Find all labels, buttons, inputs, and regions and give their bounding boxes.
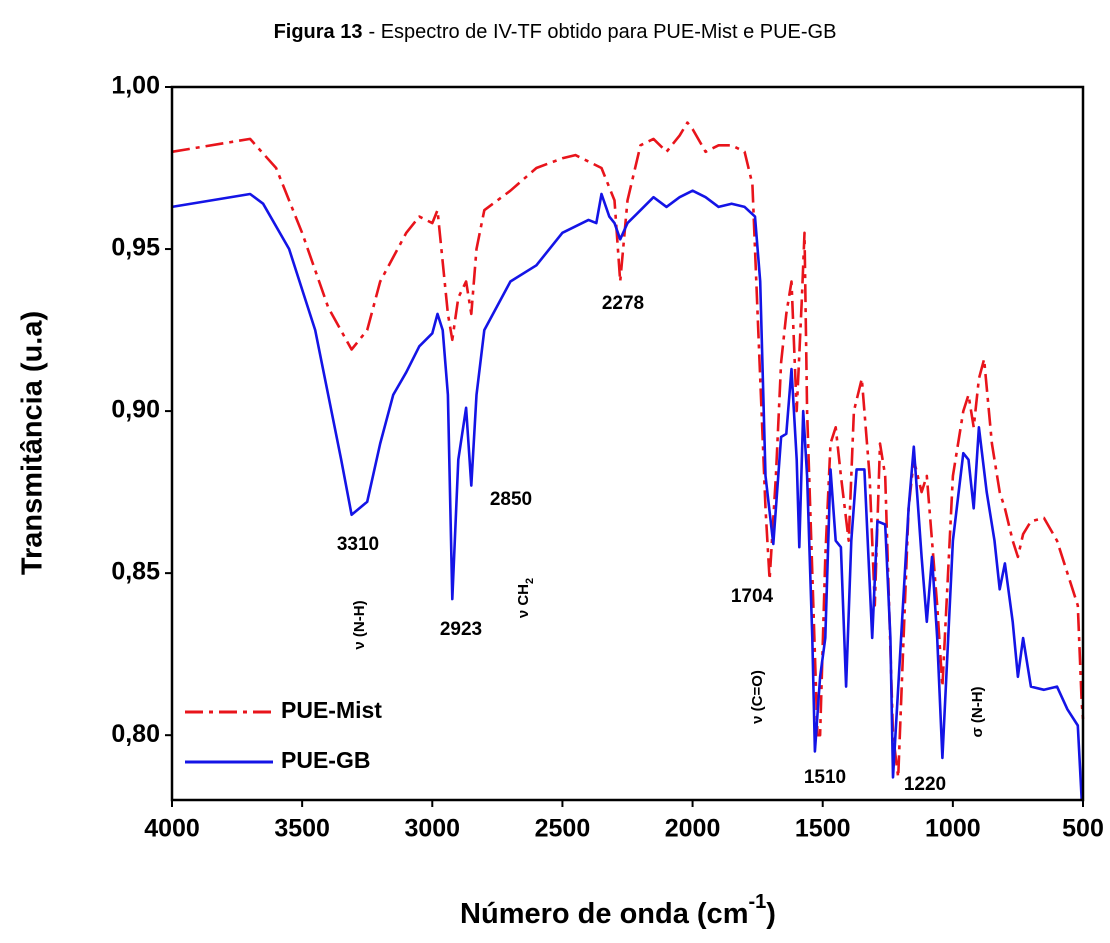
annotation-text: 2923 xyxy=(440,619,482,640)
annotation-text: 2278 xyxy=(602,293,644,314)
annotation: ν (C=O) xyxy=(749,670,766,724)
y-tick-label: 0,85 xyxy=(111,558,160,586)
title-label: Figura 13 xyxy=(274,21,363,43)
x-tick-label: 4000 xyxy=(144,815,200,843)
annotation-text: 1510 xyxy=(804,767,846,788)
annotation-text: ν (C=O) xyxy=(749,670,766,724)
legend-label: PUE-GB xyxy=(281,747,370,773)
annotation: 3310 xyxy=(337,534,379,555)
x-label-main: Número de onda (cm xyxy=(460,898,748,930)
annotation: 2278 xyxy=(602,293,644,314)
series-line xyxy=(171,121,1085,779)
annotation-text: 3310 xyxy=(337,534,379,555)
annotation-sub: 2 xyxy=(524,578,536,584)
x-tick-label: 2500 xyxy=(535,815,591,843)
x-label-end: ) xyxy=(766,898,776,930)
x-label-sup: -1 xyxy=(748,891,766,913)
annotation: 2923 xyxy=(440,619,482,640)
legend-label: PUE-Mist xyxy=(281,697,382,723)
plot-frame xyxy=(170,85,1085,802)
x-tick-label: 3500 xyxy=(274,815,330,843)
y-tick-label: 0,80 xyxy=(111,720,160,748)
annotation: σ (N-H) xyxy=(969,686,986,737)
annotation: 1704 xyxy=(731,586,774,607)
annotation: ν CH2 xyxy=(515,578,536,618)
series-line xyxy=(171,189,1083,802)
annotation-text: 2850 xyxy=(490,489,532,510)
x-tick-label: 500 xyxy=(1062,815,1104,843)
y-tick-label: 1,00 xyxy=(111,72,160,100)
annotation: 2850 xyxy=(490,489,532,510)
y-tick-label: 0,90 xyxy=(111,396,160,424)
x-tick-label: 3000 xyxy=(404,815,460,843)
y-axis-label: Transmitância (u.a) xyxy=(17,311,49,575)
annotation: ν (N-H) xyxy=(351,600,368,649)
annotation-text: σ (N-H) xyxy=(969,686,986,737)
annotation-text: ν CH xyxy=(515,584,532,618)
chart-title: Figura 13- Espectro de IV-TF obtido para… xyxy=(274,21,837,43)
annotation-text: 1220 xyxy=(904,774,946,795)
annotation-text: ν (N-H) xyxy=(351,600,368,649)
x-axis-label: Número de onda (cm-1) xyxy=(460,891,776,929)
x-tick-label: 1500 xyxy=(795,815,851,843)
annotation-text: 1704 xyxy=(731,586,774,607)
y-tick-label: 0,95 xyxy=(111,234,160,262)
annotation: 1220 xyxy=(904,774,946,795)
x-tick-label: 1000 xyxy=(925,815,981,843)
title-text: - Espectro de IV-TF obtido para PUE-Mist… xyxy=(368,21,836,43)
annotation: 1510 xyxy=(804,767,846,788)
x-tick-label: 2000 xyxy=(665,815,721,843)
